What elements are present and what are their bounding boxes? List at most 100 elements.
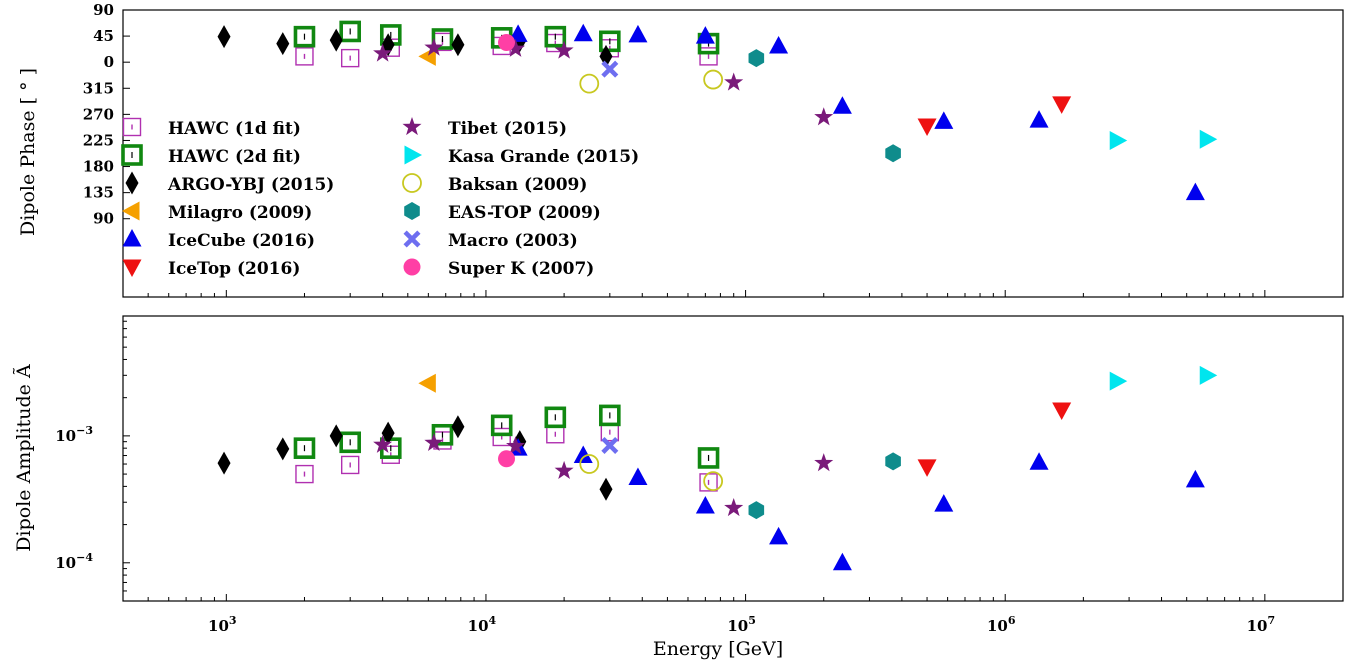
y-tick-label-amplitude: 10−4 <box>55 551 93 572</box>
amplitude-point-hawc-1d-fit <box>295 464 314 484</box>
phase-point-icecube-2016 <box>628 24 648 43</box>
phase-point-icecube-2016 <box>695 26 715 44</box>
x-tick-exponent: 6 <box>1008 614 1016 627</box>
amplitude-point-milagro-2009 <box>418 373 436 393</box>
phase-point-icecube-2016 <box>1185 182 1205 201</box>
amplitude-point-tibet-2015 <box>506 436 526 455</box>
x-tick-label: 106 <box>987 614 1016 635</box>
y-tick-label-amplitude: 10−3 <box>55 424 93 445</box>
amplitude-point-icecube-2016 <box>832 552 852 571</box>
phase-point-hawc-2d-fit <box>339 20 361 43</box>
amplitude-point-tibet-2015 <box>373 434 393 453</box>
phase-point-argo-ybj-2015 <box>217 25 231 49</box>
phase-point-super-k-2007 <box>498 33 516 51</box>
amplitude-point-argo-ybj-2015 <box>276 437 290 461</box>
legend-marker-baksan-2009 <box>402 173 422 193</box>
phase-point-argo-ybj-2015 <box>451 33 465 57</box>
x-axis-label: Energy [GeV] <box>653 638 783 660</box>
amplitude-point-icecube-2016 <box>1029 452 1049 470</box>
amplitude-point-baksan-2009 <box>579 454 600 474</box>
legend-label-tibet-2015: Tibet (2015) <box>448 119 567 139</box>
amplitude-point-icecube-2016 <box>934 494 954 512</box>
phase-point-hawc-1d-fit <box>699 47 718 66</box>
legend-marker-tibet-2015 <box>402 117 422 136</box>
legend-label-hawc-2d-fit: HAWC (2d fit) <box>168 147 301 167</box>
amplitude-point-eas-top-2009 <box>885 452 901 471</box>
axes-ticks: 103 104 105 106 107904503152702251801359010−… <box>55 1 1344 635</box>
legend-label-milagro-2009: Milagro (2009) <box>168 203 312 223</box>
y-tick-label-phase: 270 <box>83 105 114 123</box>
amplitude-point-hawc-2d-fit <box>544 406 567 429</box>
y-tick-label-phase: 90 <box>93 1 114 19</box>
x-tick-exponent: 3 <box>229 614 237 627</box>
phase-point-baksan-2009 <box>703 69 724 90</box>
amplitude-point-argo-ybj-2015 <box>451 415 465 439</box>
legend-marker-hawc-1d-fit <box>122 117 142 137</box>
amplitude-point-icetop-2016 <box>917 459 937 477</box>
legend-label-eas-top-2009: EAS-TOP (2009) <box>448 203 601 223</box>
axes-frame-phase <box>122 9 1344 298</box>
y-tick-label-phase: 315 <box>83 79 114 97</box>
legend-label-icecube-2016: IceCube (2016) <box>168 231 315 251</box>
x-tick-base: 10 <box>987 617 1008 635</box>
y-tick-exponent: −4 <box>76 551 93 564</box>
phase-point-eas-top-2009 <box>885 144 901 163</box>
x-tick-base: 10 <box>1247 617 1268 635</box>
phase-point-tibet-2015 <box>373 43 393 62</box>
legend-marker-super-k-2007 <box>403 258 421 276</box>
phase-point-eas-top-2009 <box>748 49 765 68</box>
legend: HAWC (1d fit) HAWC (2d fit) ARGO-YBJ (2015… <box>121 117 639 279</box>
legend-label-baksan-2009: Baksan (2009) <box>448 175 587 195</box>
amplitude-point-hawc-2d-fit <box>697 447 720 469</box>
amplitude-point-tibet-2015 <box>424 432 444 452</box>
phase-point-hawc-1d-fit <box>340 48 360 68</box>
legend-label-icetop-2016: IceTop (2016) <box>168 259 300 279</box>
phase-point-hawc-2d-fit <box>599 30 621 53</box>
amplitude-point-baksan-2009 <box>703 471 724 492</box>
phase-point-argo-ybj-2015 <box>276 32 290 56</box>
amplitude-point-macro-2003 <box>601 436 619 454</box>
y-axis-label-amplitude: Dipole Amplitude Ã <box>13 364 35 552</box>
amplitude-point-hawc-1d-fit <box>492 427 511 447</box>
amplitude-point-eas-top-2009 <box>748 501 765 520</box>
phase-point-tibet-2015 <box>724 72 744 91</box>
amplitude-point-argo-ybj-2015 <box>329 424 343 448</box>
amplitude-point-icecube-2016 <box>695 496 715 514</box>
x-tick-exponent: 7 <box>1267 614 1275 627</box>
x-tick-label: 105 <box>727 614 756 635</box>
amplitude-point-tibet-2015 <box>554 460 574 479</box>
phase-point-tibet-2015 <box>506 38 526 57</box>
amplitude-point-kasa-grande-2015 <box>1109 371 1128 391</box>
x-tick-base: 10 <box>468 617 489 635</box>
x-tick-label: 104 <box>468 614 497 635</box>
y-axis-label-phase: Dipole Phase [ ° ] <box>17 68 39 236</box>
amplitude-point-argo-ybj-2015 <box>217 451 231 475</box>
legend-label-macro-2003: Macro (2003) <box>448 231 578 251</box>
amplitude-point-icecube-2016 <box>1185 469 1205 488</box>
x-tick-base: 10 <box>208 617 229 635</box>
phase-point-hawc-1d-fit <box>295 47 314 66</box>
legend-marker-argo-ybj-2015 <box>125 171 139 195</box>
y-tick-label-phase: 135 <box>83 184 114 202</box>
legend-marker-macro-2003 <box>403 230 421 248</box>
legend-label-hawc-1d-fit: HAWC (1d fit) <box>168 119 301 139</box>
legend-label-kasa-grande-2015: Kasa Grande (2015) <box>448 147 639 167</box>
phase-point-argo-ybj-2015 <box>329 28 343 52</box>
y-tick-label-phase: 0 <box>104 53 114 71</box>
amplitude-point-icecube-2016 <box>573 445 593 464</box>
legend-marker-icetop-2016 <box>122 259 142 277</box>
y-tick-exponent: −3 <box>76 424 93 437</box>
legend-label-super-k-2007: Super K (2007) <box>448 259 594 279</box>
amplitude-point-argo-ybj-2015 <box>381 421 395 445</box>
amplitude-point-super-k-2007 <box>498 450 516 468</box>
y-tick-label-phase: 225 <box>83 131 114 149</box>
phase-point-icetop-2016 <box>1052 96 1072 114</box>
amplitude-point-icecube-2016 <box>769 526 789 545</box>
data-marks <box>217 20 1218 571</box>
amplitude-point-hawc-2d-fit <box>293 437 316 459</box>
legend-marker-hawc-2d-fit <box>121 144 143 166</box>
phase-point-hawc-2d-fit <box>544 25 567 48</box>
phase-point-macro-2003 <box>601 60 619 78</box>
phase-point-baksan-2009 <box>579 73 600 94</box>
